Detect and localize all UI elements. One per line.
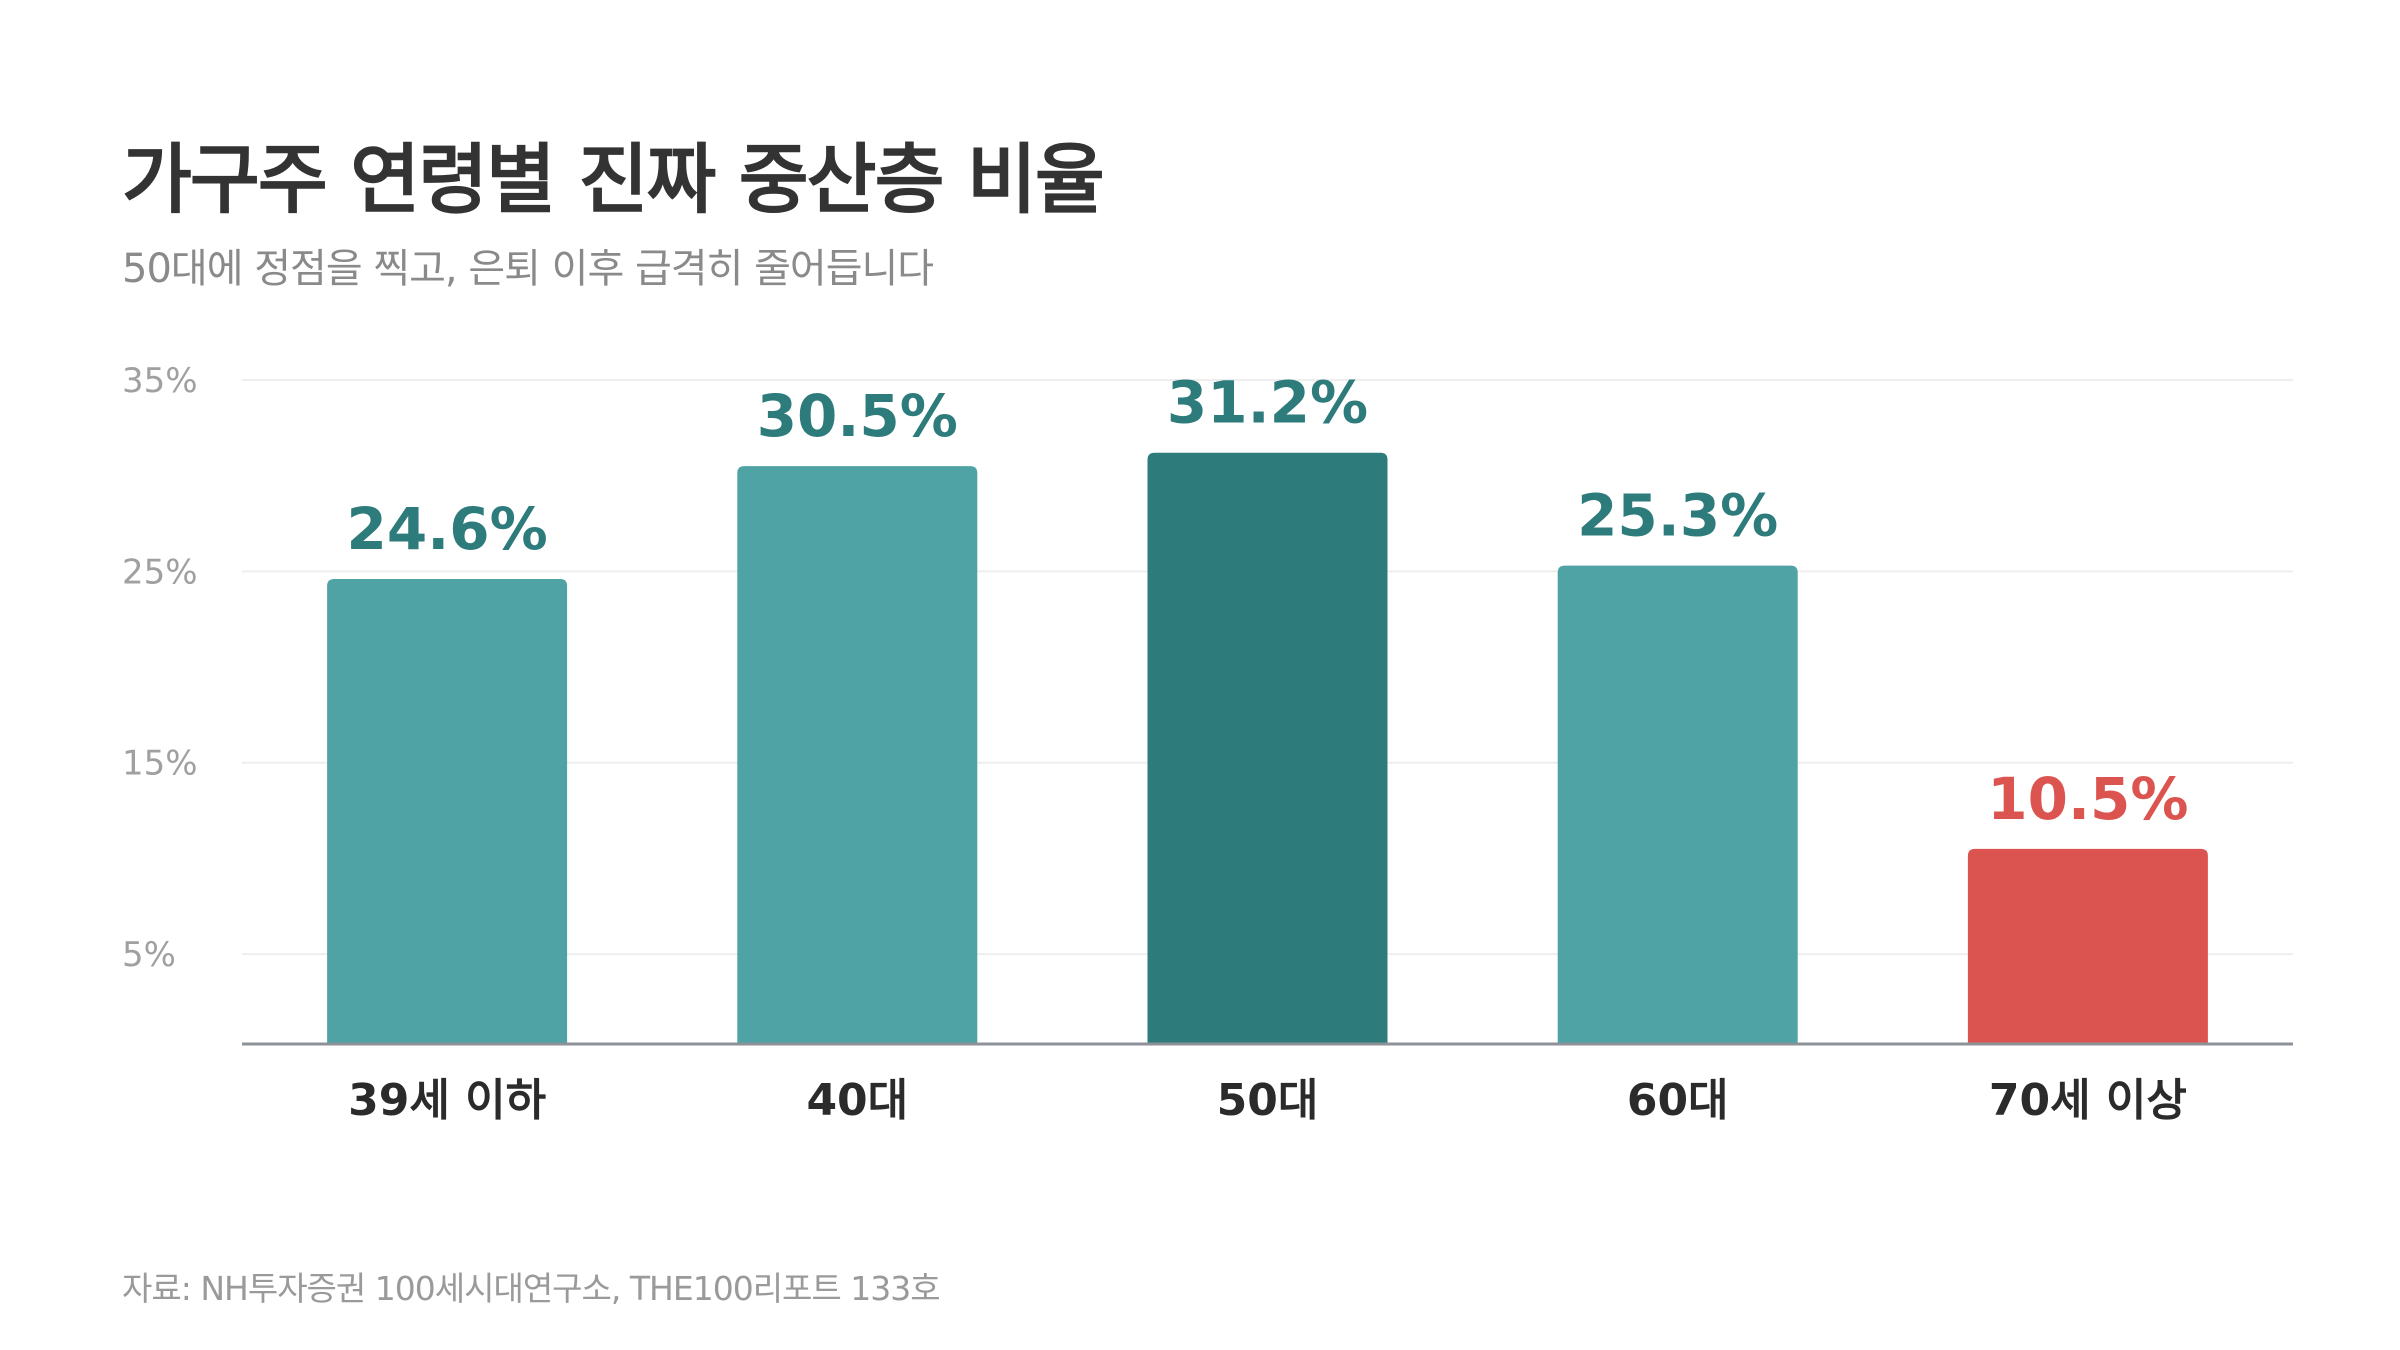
x-tick-label: 60대 xyxy=(1627,1075,1729,1126)
bar xyxy=(1147,452,1388,1044)
data-label: 30.5% xyxy=(757,382,958,450)
bar xyxy=(1967,848,2208,1044)
source-note: 자료: NH투자증권 100세시대연구소, THE100리포트 133호 xyxy=(122,1269,941,1308)
x-axis-ticks: 39세 이하 40대 50대 60대 70세 이상 xyxy=(348,1075,2187,1126)
data-label: 10.5% xyxy=(1987,765,2188,833)
bar xyxy=(1557,565,1798,1044)
y-axis-ticks: 5% 15% 25% 35% xyxy=(122,361,198,975)
data-labels: 24.6% 30.5% 31.2% 25.3% 10.5% xyxy=(346,369,2188,833)
x-tick-label: 50대 xyxy=(1217,1075,1319,1126)
x-tick-label: 70세 이상 xyxy=(1989,1075,2187,1126)
data-label: 31.2% xyxy=(1167,369,1368,437)
chart-title: 가구주 연령별 진짜 중산층 비율 xyxy=(122,135,1105,224)
data-label: 25.3% xyxy=(1577,482,1778,550)
bars xyxy=(327,452,2208,1044)
x-tick-label: 40대 xyxy=(806,1075,908,1126)
y-tick-label: 35% xyxy=(122,361,198,401)
x-tick-label: 39세 이하 xyxy=(348,1075,546,1126)
y-tick-label: 25% xyxy=(122,552,198,592)
bar xyxy=(737,466,978,1044)
y-tick-label: 15% xyxy=(122,744,198,784)
data-label: 24.6% xyxy=(346,495,547,563)
chart-subtitle: 50대에 정점을 찍고, 은퇴 이후 급격히 줄어듭니다 xyxy=(122,246,934,292)
bar xyxy=(327,579,568,1044)
y-tick-label: 5% xyxy=(122,935,176,975)
